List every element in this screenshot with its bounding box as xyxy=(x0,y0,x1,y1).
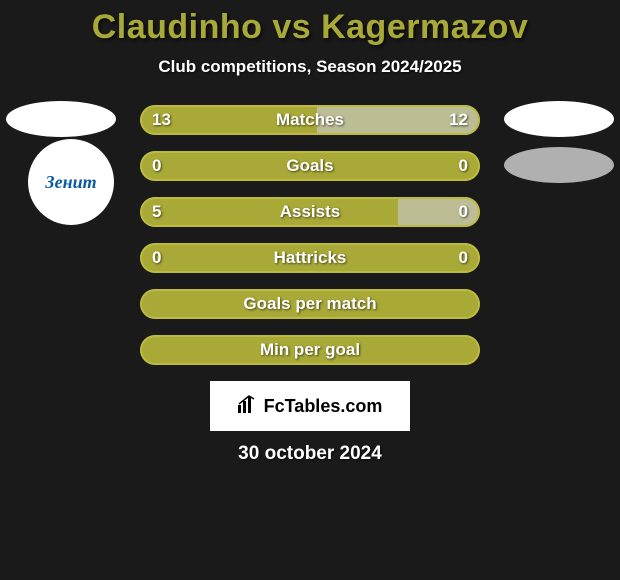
stat-bar-left xyxy=(140,289,480,319)
stat-row: 0 Hattricks 0 xyxy=(0,243,620,273)
player-oval-right xyxy=(504,101,614,137)
stat-bar-left xyxy=(140,335,480,365)
brand-logo: FcTables.com xyxy=(210,381,410,431)
date-label: 30 october 2024 xyxy=(0,443,620,465)
chart-icon xyxy=(238,395,260,418)
page-title: Claudinho vs Kagermazov xyxy=(0,8,620,47)
stat-bar-left xyxy=(140,197,398,227)
page-subtitle: Club competitions, Season 2024/2025 xyxy=(0,57,620,77)
stat-bar-left xyxy=(140,243,480,273)
stat-bar: Goals per match xyxy=(140,289,480,319)
stat-bar: Min per goal xyxy=(140,335,480,365)
player-oval-right xyxy=(504,147,614,183)
stat-bar-right xyxy=(317,105,480,135)
player-oval-left xyxy=(6,101,116,137)
stat-row: Min per goal xyxy=(0,335,620,365)
club-badge-text: Зенит xyxy=(45,172,96,193)
stat-row: Зенит 0 Goals 0 xyxy=(0,151,620,181)
stat-bar-right xyxy=(398,197,480,227)
stat-bar: 0 Hattricks 0 xyxy=(140,243,480,273)
stat-bar: 0 Goals 0 xyxy=(140,151,480,181)
stat-row: 5 Assists 0 xyxy=(0,197,620,227)
brand-text: FcTables.com xyxy=(264,396,383,417)
comparison-infographic: Claudinho vs Kagermazov Club competition… xyxy=(0,0,620,580)
stat-rows: 13 Matches 12 Зенит 0 Goals 0 xyxy=(0,105,620,365)
stat-row: Goals per match xyxy=(0,289,620,319)
stat-row: 13 Matches 12 xyxy=(0,105,620,135)
stat-bar: 5 Assists 0 xyxy=(140,197,480,227)
stat-bar: 13 Matches 12 xyxy=(140,105,480,135)
stat-bar-left xyxy=(140,151,480,181)
stat-bar-left xyxy=(140,105,317,135)
